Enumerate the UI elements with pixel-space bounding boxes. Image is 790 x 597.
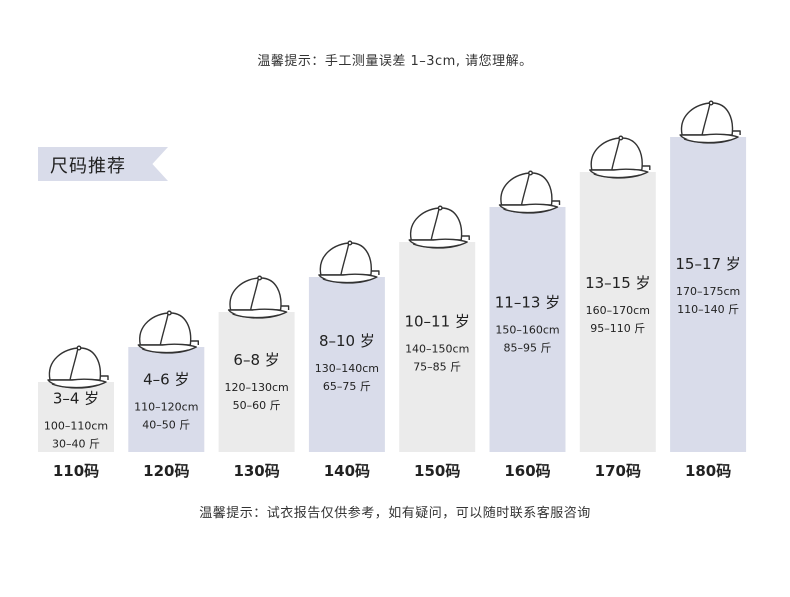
weight-range-label: 30–40 斤	[52, 438, 100, 451]
weight-range-label: 50–60 斤	[233, 399, 281, 412]
size-category-label: 180码	[685, 462, 731, 480]
age-range-label: 11–13 岁	[495, 293, 560, 311]
size-category-label: 110码	[53, 462, 99, 480]
size-category-label: 140码	[324, 462, 370, 480]
age-range-label: 4–6 岁	[143, 370, 189, 388]
weight-range-label: 85–95 斤	[504, 341, 552, 354]
banner-label: 尺码推荐	[50, 156, 126, 177]
height-range-label: 130–140cm	[315, 362, 379, 375]
baseball-cap-icon	[318, 240, 380, 284]
size-category-label: 120码	[143, 462, 189, 480]
baseball-cap-icon	[589, 135, 651, 179]
height-range-label: 120–130cm	[224, 381, 288, 394]
baseball-cap-icon	[137, 310, 200, 354]
size-bar	[670, 137, 747, 452]
age-range-label: 6–8 岁	[233, 351, 279, 369]
weight-range-label: 95–110 斤	[590, 322, 645, 335]
baseball-cap-icon	[47, 345, 109, 389]
baseball-cap-icon	[227, 275, 290, 319]
size-category-label: 170码	[595, 462, 641, 480]
height-range-label: 160–170cm	[586, 304, 650, 317]
baseball-cap-icon	[679, 100, 741, 144]
bottom-notice: 温馨提示：试衣报告仅供参考，如有疑问，可以随时联系客服咨询	[199, 506, 591, 521]
height-range-label: 170–175cm	[676, 285, 740, 298]
size-recommendation-banner: 尺码推荐	[38, 147, 168, 181]
age-range-label: 15–17 岁	[675, 255, 740, 273]
size-bar	[218, 312, 295, 452]
age-range-label: 13–15 岁	[585, 274, 650, 292]
weight-range-label: 110–140 斤	[677, 303, 739, 316]
weight-range-label: 75–85 斤	[413, 361, 461, 374]
size-category-label: 150码	[414, 462, 460, 480]
top-notice: 温馨提示：手工测量误差 1–3cm, 请您理解。	[257, 54, 533, 69]
size-bar	[38, 382, 114, 452]
size-bar	[308, 277, 385, 452]
height-range-label: 110–120cm	[134, 400, 198, 413]
size-bar	[128, 347, 205, 452]
height-range-label: 100–110cm	[44, 420, 108, 433]
weight-range-label: 65–75 斤	[323, 380, 371, 393]
baseball-cap-icon	[408, 205, 470, 249]
age-range-label: 10–11 岁	[404, 313, 469, 331]
size-bar	[489, 207, 566, 452]
age-range-label: 3–4 岁	[53, 390, 99, 408]
size-bar	[579, 172, 656, 452]
size-bar	[399, 242, 476, 452]
size-category-label: 130码	[233, 462, 279, 480]
weight-range-label: 40–50 斤	[142, 418, 190, 431]
baseball-cap-icon	[498, 170, 561, 214]
height-range-label: 150–160cm	[495, 323, 559, 336]
height-range-label: 140–150cm	[405, 343, 469, 356]
age-range-label: 8–10 岁	[319, 332, 375, 350]
size-category-label: 160码	[504, 462, 550, 480]
